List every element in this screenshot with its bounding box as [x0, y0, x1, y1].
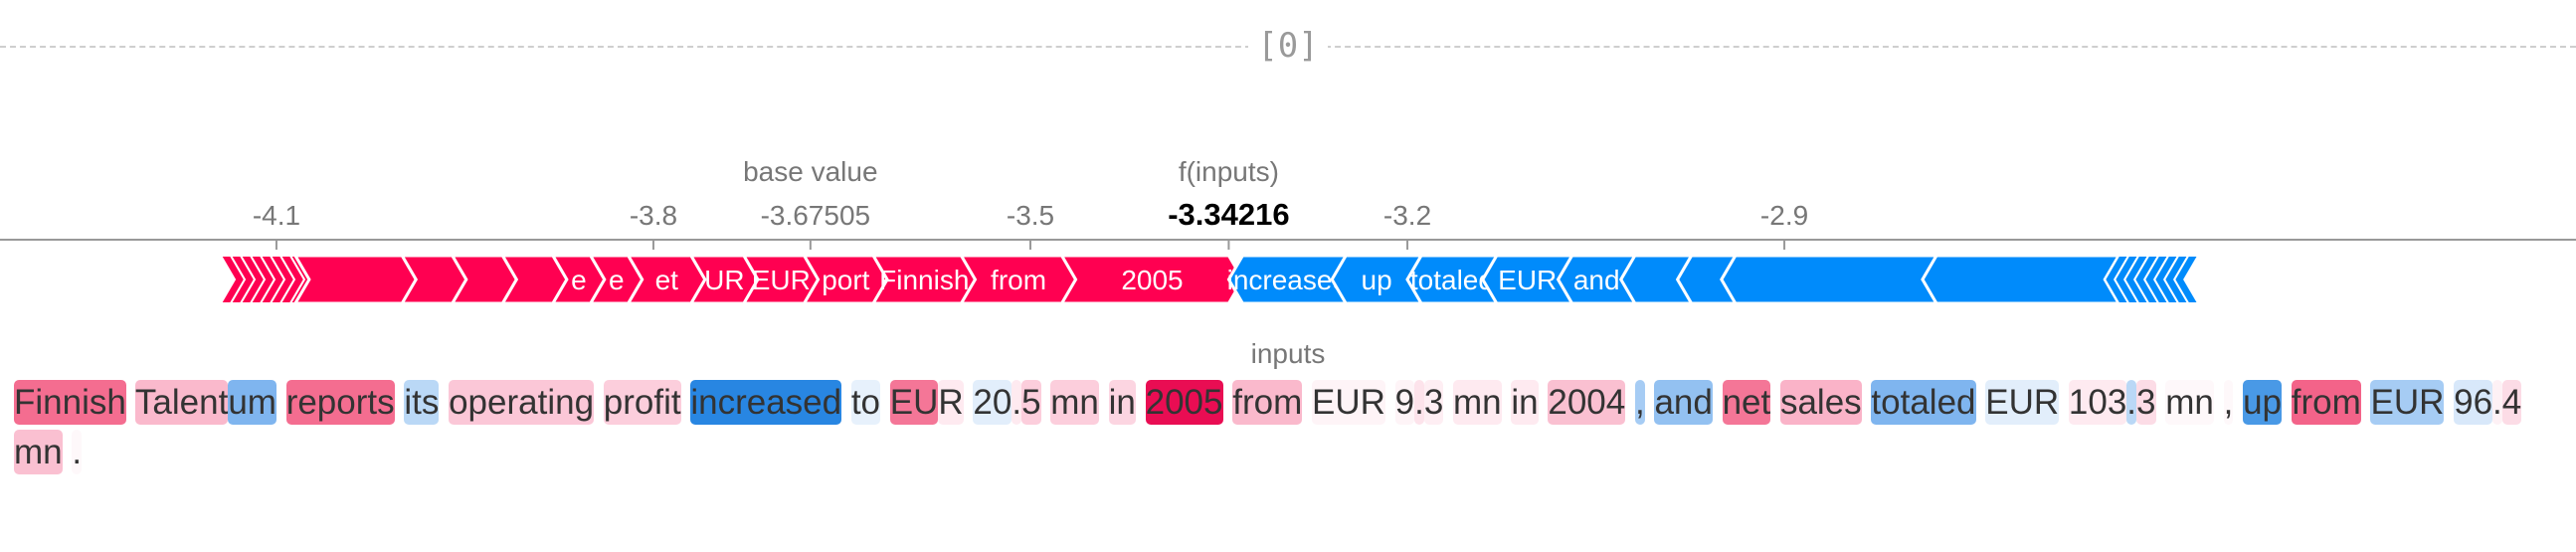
input-token[interactable]: reports [285, 380, 395, 425]
input-token[interactable]: 2004 [1548, 380, 1626, 425]
positive-feature-segment [1058, 254, 1245, 305]
segment-label: e [609, 265, 625, 295]
segment-label: 2005 [1121, 265, 1183, 295]
input-token[interactable]: , [2223, 380, 2234, 425]
input-token[interactable]: . [1012, 380, 1022, 425]
input-token[interactable]: EUR [2370, 380, 2445, 425]
segment-label: up [1362, 265, 1392, 295]
token-text: Finnish Talentum reports its operating p… [14, 378, 2566, 477]
segment-label: UR [704, 265, 744, 295]
input-token[interactable]: 3 [1423, 380, 1444, 425]
segment-label: e [571, 265, 587, 295]
negative-feature-segment [1921, 254, 2121, 305]
tick-label: -4.1 [253, 200, 300, 231]
input-token[interactable]: 103 [2068, 380, 2127, 425]
input-token[interactable]: operating [449, 380, 595, 425]
input-token[interactable]: mn [1050, 380, 1099, 425]
input-token[interactable]: net [1722, 380, 1771, 425]
input-token[interactable]: Talent [134, 380, 229, 425]
output-value-label: f(inputs) [1179, 156, 1279, 187]
segment-label: and [1573, 265, 1620, 295]
output-index-label: [0] [1248, 24, 1328, 68]
input-token[interactable]: 9 [1394, 380, 1415, 425]
input-token[interactable]: from [1232, 380, 1303, 425]
input-token[interactable]: up [2243, 380, 2282, 425]
input-token[interactable]: EUR [1985, 380, 2060, 425]
input-token[interactable]: mn [2165, 380, 2214, 425]
positive-feature-segment [292, 254, 419, 305]
force-bars: e e et UR EUR port Finnish from 2005 increased up t… [219, 254, 2200, 305]
tick-label: -3.8 [630, 200, 677, 231]
input-token[interactable]: and [1654, 380, 1713, 425]
input-token[interactable]: in [1108, 380, 1136, 425]
input-token[interactable]: from [2291, 380, 2361, 425]
input-token[interactable]: . [2492, 380, 2502, 425]
input-token[interactable]: um [228, 380, 276, 425]
input-token[interactable]: EUR [1311, 380, 1385, 425]
input-token[interactable]: , [1634, 380, 1645, 425]
negative-feature-segment [1720, 254, 1939, 305]
base-value-number: -3.67505 [761, 200, 871, 231]
input-token[interactable]: increased [690, 380, 842, 425]
output-value-number: -3.34216 [1168, 197, 1289, 232]
input-token[interactable]: Finnish [14, 380, 126, 425]
input-token[interactable]: mn [14, 430, 63, 474]
input-token[interactable]: totaled [1871, 380, 1976, 425]
segment-label: from [991, 265, 1046, 295]
segment-label: increased [1227, 265, 1348, 295]
input-token[interactable]: 3 [2136, 380, 2156, 425]
input-token[interactable]: . [1414, 380, 1424, 425]
input-token[interactable]: . [72, 430, 83, 474]
input-token[interactable]: to [850, 380, 881, 425]
segment-label: EUR [752, 265, 811, 295]
value-markers: base value -3.67505 f(inputs) -3.34216 [743, 156, 1290, 250]
input-token[interactable]: 5 [1021, 380, 1041, 425]
input-token[interactable]: . [2126, 380, 2137, 425]
negative-minor-segment [2173, 255, 2200, 304]
input-token[interactable]: mn [1453, 380, 1502, 425]
input-token[interactable]: 96 [2454, 380, 2493, 425]
tick-label: -3.5 [1007, 200, 1054, 231]
segment-label: EUR [1498, 265, 1557, 295]
base-value-label: base value [743, 156, 877, 187]
segment-label: port [822, 265, 869, 295]
input-token[interactable]: 4 [2501, 380, 2522, 425]
input-token[interactable]: R [938, 380, 964, 425]
force-plot: -4.1 -3.8 -3.5 -3.2 -2.9 e e et UR EUR port Finnis… [0, 156, 2576, 305]
input-token[interactable]: 2005 [1145, 380, 1223, 425]
input-token[interactable]: EU [889, 380, 939, 425]
input-token[interactable]: sales [1779, 380, 1862, 425]
tick-label: -3.2 [1383, 200, 1431, 231]
segment-label: totaled [1410, 265, 1494, 295]
input-token[interactable]: profit [603, 380, 681, 425]
input-token[interactable]: its [404, 380, 440, 425]
tick-label: -2.9 [1760, 200, 1808, 231]
segment-label: et [655, 265, 679, 295]
input-token[interactable]: 20 [973, 380, 1012, 425]
axis-ticks: -4.1 -3.8 -3.5 -3.2 -2.9 [253, 200, 1808, 250]
inputs-heading: inputs [1250, 338, 1326, 369]
segment-label: Finnish [879, 265, 969, 295]
input-token[interactable]: in [1511, 380, 1539, 425]
